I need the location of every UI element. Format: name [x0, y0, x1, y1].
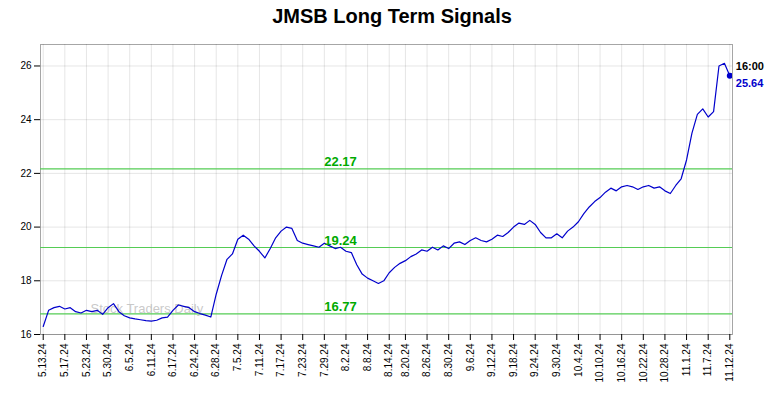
svg-text:19.24: 19.24 [324, 233, 357, 248]
svg-text:26: 26 [20, 60, 32, 71]
svg-text:6.24.24: 6.24.24 [189, 343, 200, 377]
svg-text:5.30.24: 5.30.24 [102, 343, 113, 377]
svg-text:9.18.24: 9.18.24 [508, 343, 519, 377]
svg-text:8.26.24: 8.26.24 [421, 343, 432, 377]
svg-text:11.1.24: 11.1.24 [681, 343, 692, 376]
svg-text:7.17.24: 7.17.24 [275, 343, 286, 377]
svg-text:9.6.24: 9.6.24 [464, 343, 475, 371]
svg-text:8.14.24: 8.14.24 [383, 343, 394, 377]
svg-text:5.17.24: 5.17.24 [59, 343, 70, 377]
svg-text:18: 18 [20, 275, 32, 286]
svg-text:22: 22 [20, 168, 32, 179]
svg-text:7.5.24: 7.5.24 [232, 343, 243, 371]
svg-text:6.28.24: 6.28.24 [210, 343, 221, 377]
svg-text:11.12.24: 11.12.24 [724, 343, 735, 382]
svg-text:16.77: 16.77 [324, 299, 357, 314]
svg-text:22.17: 22.17 [324, 154, 357, 169]
svg-text:9.30.24: 9.30.24 [551, 343, 562, 377]
svg-text:6.11.24: 6.11.24 [146, 343, 157, 376]
svg-text:9.12.24: 9.12.24 [486, 343, 497, 377]
svg-text:8.2.24: 8.2.24 [340, 343, 351, 371]
html-text:JMSB Long Term Signals: JMSB Long Term Signals [272, 5, 512, 27]
svg-text:11.7.24: 11.7.24 [702, 343, 713, 376]
svg-text:24: 24 [20, 114, 32, 125]
svg-text:7.23.24: 7.23.24 [297, 343, 308, 377]
svg-text:16: 16 [20, 329, 32, 340]
svg-text:7.29.24: 7.29.24 [319, 343, 330, 377]
svg-text:16:00: 16:00 [736, 60, 764, 72]
svg-text:10.10.24: 10.10.24 [594, 343, 605, 382]
svg-text:20: 20 [20, 221, 32, 232]
svg-text:25.64: 25.64 [736, 77, 764, 89]
svg-text:9.24.24: 9.24.24 [529, 343, 540, 377]
svg-text:8.20.24: 8.20.24 [400, 343, 411, 377]
svg-text:6.5.24: 6.5.24 [124, 343, 135, 371]
svg-text:10.16.24: 10.16.24 [616, 343, 627, 382]
svg-text:5.13.24: 5.13.24 [37, 343, 48, 377]
svg-text:8.30.24: 8.30.24 [443, 343, 454, 377]
svg-text:10.4.24: 10.4.24 [573, 343, 584, 377]
svg-text:7.11.24: 7.11.24 [254, 343, 265, 376]
svg-text:10.22.24: 10.22.24 [637, 343, 648, 382]
svg-text:10.28.24: 10.28.24 [659, 343, 670, 382]
svg-text:5.23.24: 5.23.24 [81, 343, 92, 377]
svg-text:8.8.24: 8.8.24 [362, 343, 373, 371]
svg-text:6.17.24: 6.17.24 [167, 343, 178, 377]
